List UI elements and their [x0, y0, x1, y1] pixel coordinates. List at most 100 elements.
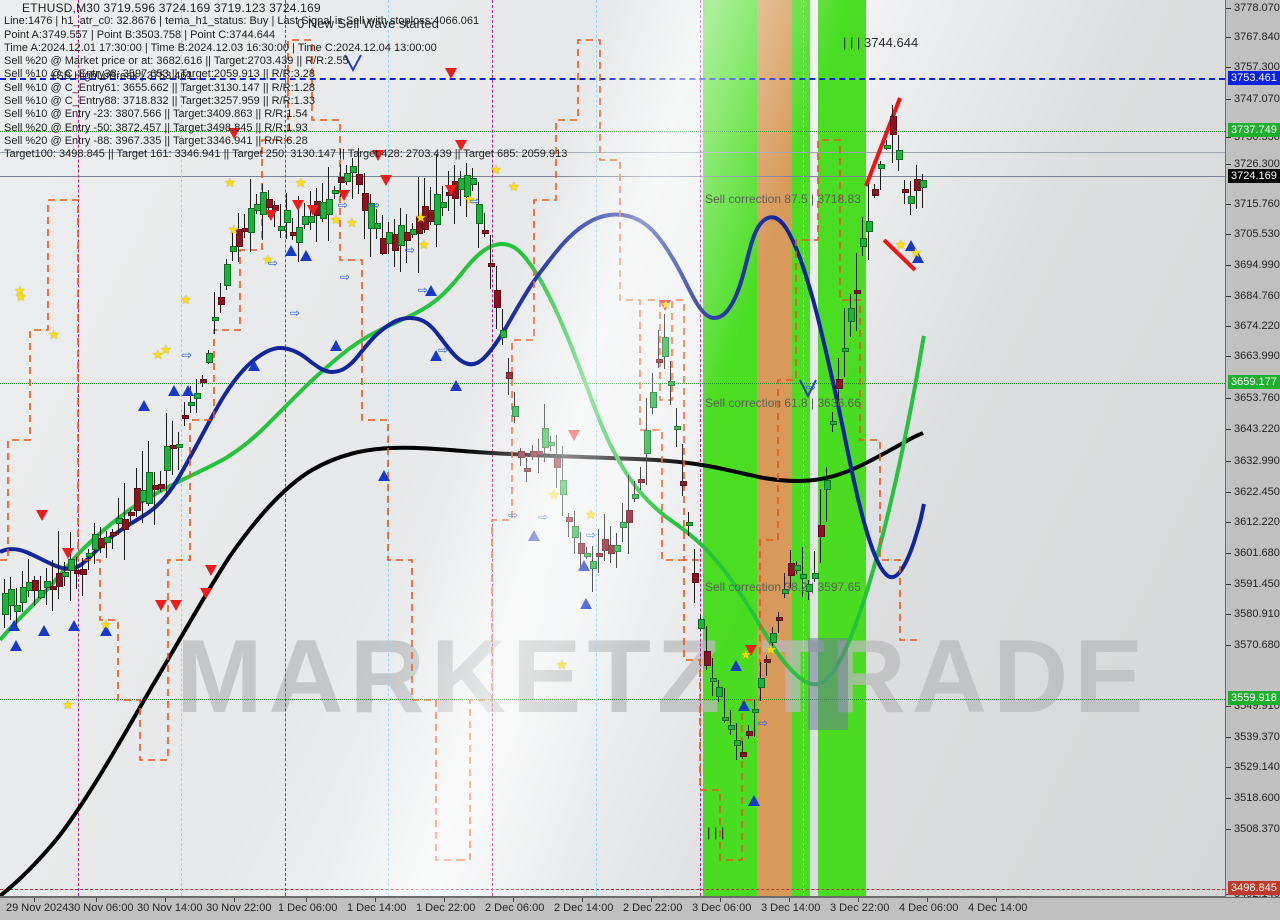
candle-body: [668, 380, 675, 387]
star-marker-icon: ★: [660, 297, 672, 312]
candle-wick: [622, 502, 623, 542]
candle-body: [884, 144, 891, 149]
price-tick: 3508.370: [1226, 823, 1280, 835]
candle-wick: [280, 203, 281, 238]
candle-wick: [538, 438, 539, 473]
price-label-highlight: 3559.918: [1228, 691, 1280, 705]
hollow-arrow-icon: ⇨: [338, 198, 349, 212]
buy-arrow-icon: [285, 245, 297, 256]
price-tick: 3674.220: [1226, 320, 1280, 332]
candle-body: [878, 164, 885, 169]
price-tick: 3694.990: [1226, 259, 1280, 271]
time-tick-label: 1 Dec 06:00: [278, 902, 338, 914]
candle-wick: [40, 575, 41, 600]
band-indicator-extra: [648, 299, 700, 561]
candle-body: [494, 289, 501, 308]
candle-body: [686, 521, 693, 526]
shaded-zone-box: [808, 638, 848, 730]
candle-body: [860, 238, 867, 247]
candle-body: [830, 421, 837, 426]
time-tick-label: 2 Dec 06:00: [485, 902, 545, 914]
price-scale[interactable]: 3778.070 3767.840 3757.300 3747.070 3730.330…: [1226, 0, 1280, 900]
info-line-1: Point A:3749.557 | Point B:3503.758 | Po…: [4, 28, 276, 41]
candle-body: [554, 458, 561, 468]
level-line-3753: [0, 78, 1225, 80]
chart-plot-area[interactable]: MARKETZ TRADE: [0, 0, 1226, 897]
candle-wick: [82, 557, 83, 596]
sb-highlobreak-label: +SB HighLoBreak | 3753.461: [50, 70, 193, 82]
candle-body: [782, 589, 789, 594]
time-tick-mark: [96, 898, 97, 902]
candle-body: [740, 752, 747, 757]
candle-body: [176, 444, 183, 449]
buy-arrow-icon: [450, 380, 462, 391]
candle-wick: [658, 330, 659, 368]
indicator-overlay: [0, 39, 926, 896]
star-marker-icon: ★: [910, 245, 922, 260]
buy-arrow-icon: [168, 385, 180, 396]
price-label-highlight: 3724.169: [1228, 169, 1280, 183]
time-tick-label: 30 Nov 06:00: [68, 902, 134, 914]
star-marker-icon: ★: [152, 347, 164, 362]
candle-body: [374, 222, 381, 229]
candle-wick: [502, 308, 503, 345]
symbol-ohlc-line: ETHUSD,M30 3719.596 3724.169 3719.123 37…: [22, 1, 321, 15]
buy-arrow-icon: [430, 350, 442, 361]
price-tick: 3612.220: [1226, 516, 1280, 528]
candle-body: [506, 372, 513, 380]
candle-body: [572, 526, 579, 538]
candle-wick: [634, 480, 635, 502]
price-tick: 3518.600: [1226, 792, 1280, 804]
candle-body: [596, 552, 603, 557]
candle-wick: [106, 530, 107, 558]
candle-wick: [424, 177, 425, 233]
star-marker-icon: ★: [14, 283, 26, 298]
sell-arrow-icon: [205, 565, 217, 576]
candle-body: [512, 405, 519, 418]
trendline-red-up: [864, 97, 902, 187]
candle-body: [308, 216, 315, 223]
candle-body: [806, 584, 813, 593]
hollow-arrow-icon: ⇨: [438, 343, 449, 357]
time-tick-label: 3 Dec 06:00: [692, 902, 752, 914]
candle-body: [236, 229, 243, 247]
time-scale[interactable]: 29 Nov 2024 30 Nov 06:00 30 Nov 14:00 30 No…: [0, 897, 1280, 920]
price-label-highlight: 3737.749: [1228, 123, 1280, 137]
candle-body: [680, 480, 687, 487]
star-marker-icon: ★: [295, 175, 307, 190]
candle-body: [644, 430, 651, 455]
star-marker-icon: ★: [330, 212, 342, 227]
sell-arrow-icon: [568, 430, 580, 441]
time-tick-label: 30 Nov 22:00: [206, 902, 272, 914]
candle-body: [476, 204, 483, 224]
time-tick-label: 30 Nov 14:00: [137, 902, 203, 914]
star-marker-icon: ★: [160, 342, 172, 357]
candle-wick: [844, 307, 845, 377]
star-marker-icon: ★: [48, 327, 60, 342]
day-separator-4: [700, 0, 701, 896]
candle-wick: [160, 471, 161, 493]
sell-correction-875-label: Sell correction 87.5 | 3718.83: [705, 192, 861, 206]
candle-wick: [640, 467, 641, 490]
candle-body: [518, 451, 525, 458]
candle-wick: [292, 218, 293, 240]
candle-body: [326, 199, 333, 215]
star-marker-icon: ★: [262, 252, 274, 267]
point-c-price-label: | | | 3744.644: [843, 35, 919, 50]
candle-body: [872, 189, 879, 197]
candle-wick: [484, 213, 485, 237]
candle-body: [470, 177, 477, 185]
buy-arrow-icon: [578, 560, 590, 571]
time-tick-mark: [306, 898, 307, 902]
star-marker-icon: ★: [895, 237, 907, 252]
candle-body: [764, 659, 771, 664]
candle-wick: [382, 214, 383, 256]
candle-body: [20, 587, 27, 603]
sell-arrow-icon: [380, 175, 392, 186]
candle-wick: [724, 688, 725, 724]
candle-body: [896, 150, 903, 160]
candle-body: [62, 571, 69, 578]
star-marker-icon: ★: [180, 292, 192, 307]
candle-body: [56, 572, 63, 587]
